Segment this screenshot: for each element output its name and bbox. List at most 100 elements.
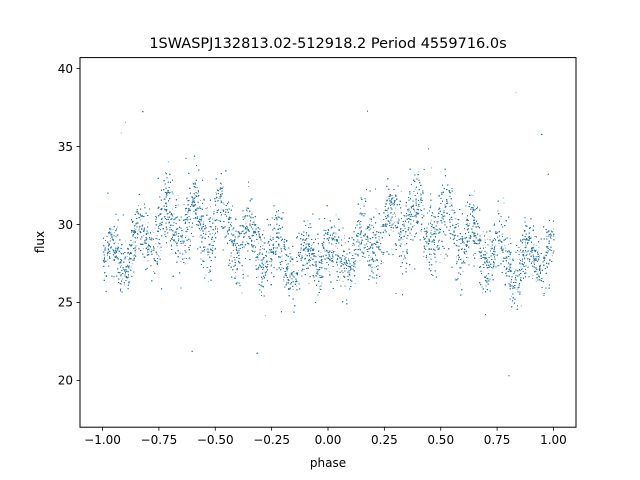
data-point [388, 233, 390, 235]
data-point [308, 283, 310, 284]
data-point [505, 259, 507, 261]
data-point [307, 238, 309, 240]
data-point [373, 259, 375, 261]
data-point [370, 219, 372, 221]
data-point [107, 259, 109, 261]
data-point [326, 238, 327, 240]
data-point [158, 255, 160, 257]
data-point [157, 246, 159, 248]
data-point [254, 251, 256, 253]
data-point [319, 286, 321, 288]
data-point [136, 222, 138, 224]
data-point [125, 121, 126, 123]
data-point [401, 230, 403, 232]
data-point [151, 249, 153, 251]
data-point [296, 280, 297, 282]
data-point [444, 258, 446, 260]
data-point [164, 208, 165, 210]
data-point [494, 254, 496, 256]
data-point [295, 278, 297, 280]
data-point [455, 218, 457, 220]
data-point [533, 244, 535, 246]
data-point [490, 246, 492, 248]
data-point [211, 244, 213, 246]
data-point [258, 242, 259, 244]
data-point [264, 256, 266, 258]
data-point [434, 249, 436, 250]
data-point [193, 218, 194, 220]
data-point [408, 207, 410, 209]
data-point [160, 249, 162, 251]
data-point [114, 232, 115, 234]
data-point [375, 208, 377, 210]
data-point [338, 268, 340, 270]
data-point [355, 266, 357, 268]
data-point [518, 251, 520, 253]
data-point [443, 221, 445, 223]
data-point [423, 231, 425, 233]
data-point [538, 256, 540, 258]
data-point [237, 248, 239, 250]
data-point [482, 231, 484, 233]
data-point [374, 255, 376, 257]
data-point [203, 251, 205, 253]
data-point [262, 248, 264, 249]
data-point [507, 256, 509, 258]
data-point [305, 250, 307, 252]
data-point [380, 225, 382, 227]
data-point [443, 212, 445, 213]
data-point [238, 249, 240, 251]
data-point [544, 254, 546, 256]
data-point [390, 212, 392, 213]
data-point [104, 260, 106, 262]
data-point [201, 218, 203, 220]
data-point [392, 214, 394, 215]
data-point [295, 285, 297, 287]
data-point [264, 315, 266, 317]
data-point [335, 214, 337, 216]
data-point [385, 223, 387, 225]
data-point [184, 263, 186, 265]
data-point [499, 240, 501, 242]
data-point [481, 250, 483, 252]
data-point [307, 220, 309, 222]
data-point [239, 252, 241, 254]
data-point [334, 251, 336, 252]
data-point [402, 239, 404, 240]
data-point [509, 238, 511, 240]
data-point [177, 195, 179, 197]
data-point [189, 209, 190, 211]
data-point [186, 198, 188, 200]
data-point [178, 219, 180, 221]
data-point [257, 259, 259, 261]
data-point [393, 203, 395, 205]
data-point [551, 255, 553, 257]
data-point [215, 191, 217, 193]
data-point [437, 229, 439, 231]
data-point [174, 233, 176, 235]
data-point [349, 271, 351, 273]
data-point [264, 262, 266, 264]
data-point [449, 217, 451, 219]
data-point [536, 244, 538, 246]
data-point [461, 258, 463, 260]
data-point [233, 245, 235, 247]
data-point [343, 255, 345, 257]
data-point [382, 262, 384, 264]
data-point [439, 262, 441, 264]
data-point [469, 223, 471, 225]
data-point [130, 266, 132, 268]
data-point [431, 167, 433, 169]
data-point [312, 275, 314, 277]
data-point [423, 256, 425, 257]
data-point [167, 161, 169, 163]
data-point [315, 262, 317, 264]
scatter-points [103, 91, 555, 377]
data-point [205, 231, 207, 233]
data-point [482, 292, 483, 294]
data-point [538, 259, 539, 261]
data-point [331, 250, 333, 252]
data-point [232, 229, 234, 231]
data-point [261, 266, 263, 268]
data-point [301, 275, 303, 277]
